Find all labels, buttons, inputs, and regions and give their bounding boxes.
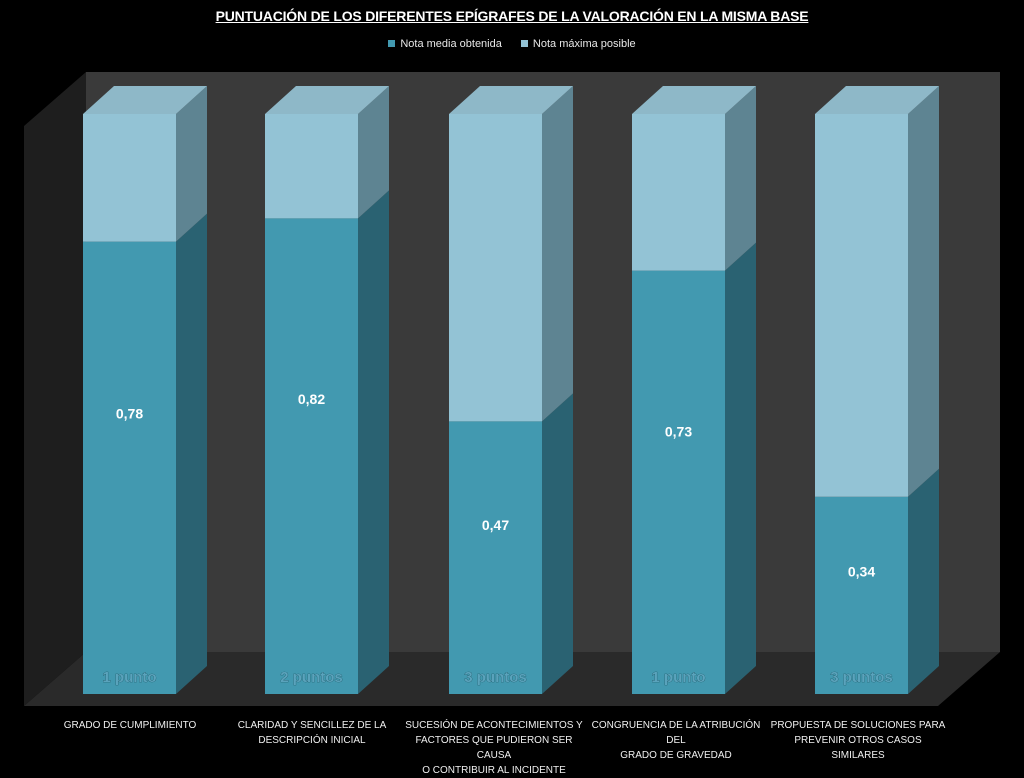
bar-max-side-2	[358, 86, 389, 219]
value-label-5: 0,34	[848, 564, 875, 580]
bar-top-1	[83, 86, 207, 114]
bar-max-side-3	[542, 86, 573, 422]
points-label-1: 1 punto	[102, 669, 156, 686]
bar-max-5	[815, 114, 908, 497]
bar-top-5	[815, 86, 939, 114]
legend-item-max: Nota máxima posible	[520, 38, 636, 50]
bar-obtained-side-2	[358, 190, 389, 694]
bar-obtained-5	[815, 496, 908, 694]
bar-max-2	[265, 114, 358, 219]
value-label-2: 0,82	[298, 391, 325, 407]
points-label-5: 3 puntos	[830, 669, 893, 686]
bar-top-2	[265, 86, 389, 114]
bar-max-side-5	[908, 86, 939, 497]
category-label-3: SUCESIÓN DE ACONTECIMIENTOS Y FACTORES Q…	[405, 720, 583, 776]
bar-obtained-side-4	[725, 242, 756, 694]
bar-obtained-1	[83, 241, 176, 694]
legend-label-max: Nota máxima posible	[532, 38, 636, 50]
legend-swatch-obtained	[388, 40, 396, 47]
bar-obtained-3	[449, 421, 542, 694]
category-label-1: GRADO DE CUMPLIMIENTO	[63, 720, 197, 731]
category-label-5: PROPUESTA DE SOLUCIONES PARA PREVENIR OT…	[770, 720, 946, 761]
bars-group: 0,78 1 punto 0,82 2 puntos 0,47 3 puntos 0,73 1…	[83, 86, 939, 694]
bar-max-1	[83, 114, 176, 242]
chart-title: PUNTUACIÓN DE LOS DIFERENTES EPÍGRAFES D…	[215, 8, 809, 24]
bar-max-side-4	[725, 86, 756, 271]
points-label-3: 3 puntos	[464, 669, 527, 686]
points-label-4: 1 punto	[651, 669, 705, 686]
bar-max-3	[449, 114, 542, 422]
bar-obtained-4	[632, 270, 725, 694]
value-label-4: 0,73	[665, 423, 692, 439]
bar-obtained-side-5	[908, 468, 939, 694]
chart-side-wall	[24, 72, 86, 706]
value-label-3: 0,47	[482, 517, 509, 533]
legend-item-obtained: Nota media obtenida	[388, 38, 502, 50]
category-label-4: CONGRUENCIA DE LA ATRIBUCIÓN DEL GRADO D…	[591, 720, 761, 761]
bar-obtained-2	[265, 218, 358, 694]
bar-max-side-1	[176, 86, 207, 242]
bar-obtained-side-3	[542, 393, 573, 694]
legend-swatch-max	[520, 40, 528, 47]
bar-max-4	[632, 114, 725, 271]
value-label-1: 0,78	[116, 406, 143, 422]
category-label-2: CLARIDAD Y SENCILLEZ DE LA DESCRIPCIÓN I…	[237, 720, 387, 746]
legend-label-obtained: Nota media obtenida	[400, 38, 502, 50]
bar-top-3	[449, 86, 573, 114]
points-label-2: 2 puntos	[280, 669, 343, 686]
bar-top-4	[632, 86, 756, 114]
legend: Nota media obtenida Nota máxima posible	[0, 38, 1024, 50]
bar-obtained-side-1	[176, 213, 207, 694]
